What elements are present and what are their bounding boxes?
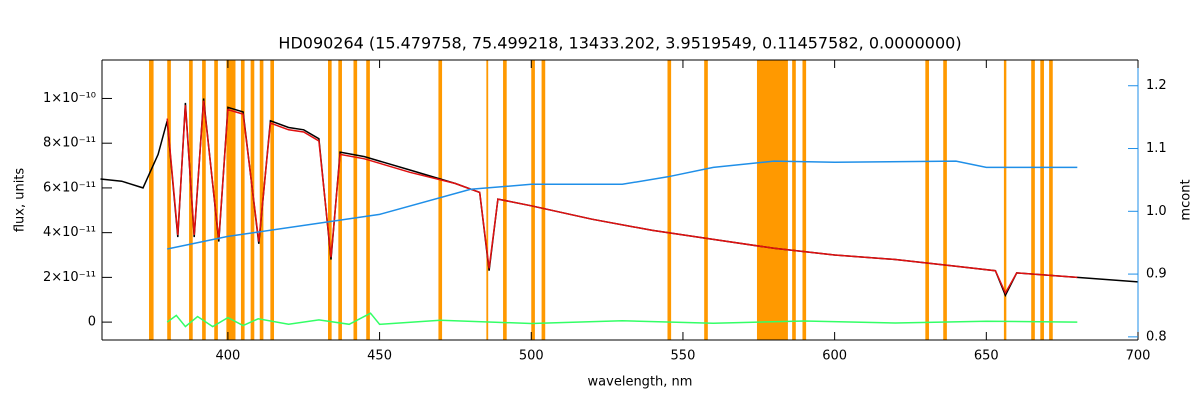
y2-tick-label: 1.1 — [1146, 141, 1167, 156]
y-tick-label: 6×10⁻¹¹ — [43, 180, 96, 195]
x-tick-label: 550 — [671, 349, 696, 364]
series-line — [166, 312, 1078, 328]
mask-band — [214, 60, 218, 340]
y-tick-label: 4×10⁻¹¹ — [43, 225, 96, 240]
x-tick-label: 400 — [215, 349, 240, 364]
mask-band — [704, 60, 708, 340]
x-axis-label: wavelength, nm — [588, 375, 693, 390]
y-tick-label: 2×10⁻¹¹ — [43, 270, 96, 285]
series-line — [167, 160, 1078, 250]
mask-band — [943, 60, 947, 340]
mask-band — [189, 60, 193, 340]
mask-band — [366, 60, 370, 340]
x-tick-label: 450 — [367, 349, 392, 364]
mask-band — [1049, 60, 1053, 340]
mask-band — [438, 60, 443, 340]
mask-band — [226, 60, 236, 340]
mask-band — [1040, 60, 1044, 340]
mask-band — [925, 60, 929, 340]
y-axis-label: flux, units — [13, 168, 28, 233]
mask-band — [756, 60, 788, 340]
y2-axis-label: mcont — [1179, 179, 1194, 220]
mask-band — [486, 60, 489, 340]
mask-band — [149, 60, 154, 340]
series-line — [166, 100, 1078, 295]
mask-band — [667, 60, 672, 340]
mask-band — [1031, 60, 1035, 340]
x-tick-label: 600 — [822, 349, 847, 364]
y2-tick-label: 1.0 — [1146, 204, 1167, 219]
mask-band — [167, 60, 171, 340]
series-line — [100, 98, 1139, 298]
mask-band — [202, 60, 206, 340]
mask-band — [541, 60, 546, 340]
mask-band — [250, 60, 255, 340]
mask-band — [792, 60, 796, 340]
y-tick-label: 8×10⁻¹¹ — [43, 136, 96, 151]
mask-band — [240, 60, 245, 340]
chart-title: HD090264 (15.479758, 75.499218, 13433.20… — [278, 34, 961, 53]
x-tick-label: 500 — [519, 349, 544, 364]
y2-tick-label: 0.8 — [1146, 329, 1167, 344]
mask-band — [531, 60, 535, 340]
y-tick-label: 1×10⁻¹⁰ — [43, 91, 96, 106]
mask-band — [353, 60, 358, 340]
y-tick-label: 0 — [88, 315, 96, 330]
y2-tick-label: 0.9 — [1146, 267, 1167, 282]
mask-band — [270, 60, 275, 340]
x-tick-label: 700 — [1126, 349, 1151, 364]
mask-band — [802, 60, 807, 340]
y2-tick-label: 1.2 — [1146, 78, 1167, 93]
mask-band — [338, 60, 342, 340]
x-tick-label: 650 — [974, 349, 999, 364]
mask-band — [1003, 60, 1007, 340]
mask-band — [328, 60, 332, 340]
mask-band — [259, 60, 264, 340]
